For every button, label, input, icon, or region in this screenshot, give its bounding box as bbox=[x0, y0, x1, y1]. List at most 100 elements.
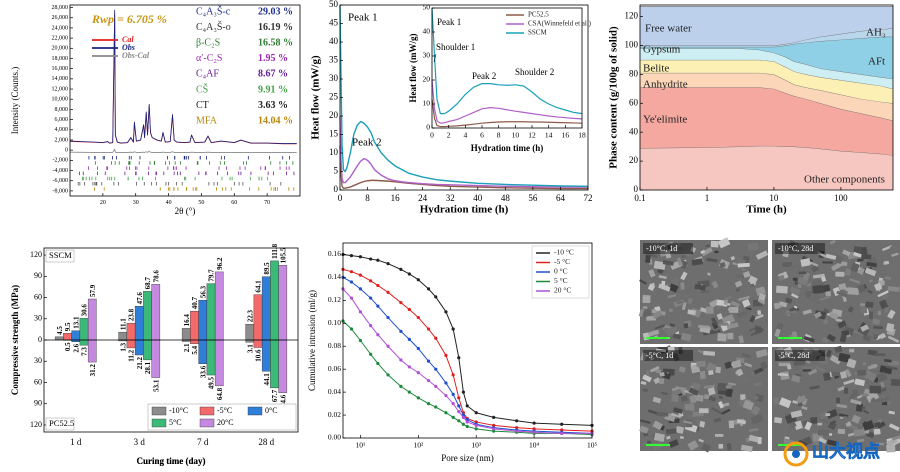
sem-grain bbox=[673, 407, 683, 414]
y-tick-label: 8,000 bbox=[55, 107, 69, 113]
sem-grain bbox=[743, 308, 752, 314]
point-marker bbox=[457, 410, 461, 414]
point-marker bbox=[461, 415, 465, 419]
sem-grain bbox=[855, 403, 864, 412]
series-line bbox=[342, 320, 593, 436]
y-tick-label: 35 bbox=[329, 55, 339, 65]
bar-value-label: 105.5 bbox=[279, 247, 287, 263]
point-marker bbox=[461, 422, 465, 426]
y-tick-label: 15 bbox=[329, 129, 339, 139]
sem-grain bbox=[755, 250, 769, 260]
annotation-leader bbox=[433, 53, 437, 63]
point-marker bbox=[416, 396, 420, 400]
bar bbox=[198, 339, 208, 364]
sem-grain bbox=[818, 349, 826, 355]
sem-grain bbox=[671, 412, 682, 419]
sem-grain bbox=[744, 331, 750, 338]
y-tick-label: 40 bbox=[629, 126, 639, 136]
sem-grain bbox=[737, 295, 750, 302]
area-segment bbox=[640, 48, 893, 89]
bar bbox=[134, 339, 144, 356]
sem-grain bbox=[711, 321, 719, 330]
x-tick-label: 8 bbox=[497, 130, 501, 139]
sem-grain bbox=[680, 282, 685, 290]
sem-grain bbox=[726, 443, 732, 451]
bar-value-label: 111.8 bbox=[271, 243, 279, 258]
area-label: AH₃ bbox=[866, 27, 886, 39]
sem-grain bbox=[813, 348, 820, 353]
point-marker bbox=[386, 344, 390, 348]
bar-value-label: 33.6 bbox=[199, 365, 207, 378]
point-marker bbox=[416, 315, 420, 320]
sem-grain bbox=[835, 318, 843, 322]
y-tick-label: 20,000 bbox=[52, 46, 69, 52]
y-tick-label: 0.12 bbox=[328, 295, 341, 304]
bar-value-label: 5.4 bbox=[191, 345, 199, 354]
sem-grain bbox=[789, 286, 801, 295]
y-tick-label: 0.06 bbox=[328, 364, 341, 373]
sem-grain bbox=[701, 442, 712, 453]
sem-grain bbox=[707, 387, 716, 396]
sem-grain bbox=[645, 255, 651, 263]
legend-swatch bbox=[151, 406, 167, 416]
y-tick-label: 50 bbox=[329, 0, 339, 9]
sem-grain bbox=[857, 369, 867, 376]
sem-grain bbox=[862, 362, 867, 366]
legend-label: -10 °C bbox=[554, 248, 574, 257]
legend-label: SSCM bbox=[528, 29, 547, 37]
x-tick-label: 10 bbox=[769, 193, 779, 203]
sem-grain bbox=[715, 366, 722, 374]
legend-label: Obs-Cal bbox=[122, 51, 150, 60]
y-tick-label: 60 bbox=[629, 97, 639, 107]
point-marker bbox=[457, 396, 461, 400]
bar bbox=[253, 339, 263, 348]
sem-grain bbox=[654, 324, 666, 330]
x-axis-label: Curing time (day) bbox=[137, 456, 206, 466]
y-tick-label: 14,000 bbox=[52, 76, 69, 82]
point-marker bbox=[444, 310, 448, 314]
point-marker bbox=[358, 310, 363, 314]
y-tick-label: 120 bbox=[625, 11, 639, 21]
point-marker bbox=[465, 424, 469, 429]
y-tick-label: 45 bbox=[329, 18, 339, 28]
x-tick-label: 56 bbox=[528, 193, 538, 203]
sem-grain bbox=[857, 283, 867, 294]
sem-grain bbox=[719, 262, 726, 268]
sem-grain bbox=[774, 417, 783, 424]
point-marker bbox=[451, 392, 455, 397]
sem-grain bbox=[727, 308, 737, 312]
point-marker bbox=[399, 329, 403, 333]
sem-grain bbox=[700, 249, 706, 254]
y-tick-label: 0.14 bbox=[328, 272, 341, 281]
bar bbox=[270, 260, 279, 341]
sem-grain bbox=[683, 322, 689, 329]
y-tick-label: 40 bbox=[423, 27, 431, 36]
sem-grain bbox=[888, 410, 895, 415]
plot-frame bbox=[639, 4, 894, 191]
sem-grain bbox=[793, 302, 800, 308]
sem-grain bbox=[847, 287, 860, 296]
peak-annotation: Peak 1 bbox=[348, 12, 378, 24]
sem-grain bbox=[730, 240, 735, 246]
point-marker bbox=[407, 390, 411, 394]
point-marker bbox=[349, 327, 354, 331]
sem-grain bbox=[837, 385, 846, 392]
sem-grain bbox=[705, 306, 714, 314]
bar-value-label: 78.6 bbox=[152, 270, 160, 283]
sem-grain bbox=[750, 405, 761, 416]
bar-value-label: 74.6 bbox=[279, 394, 287, 407]
phase-value: 14.04 % bbox=[258, 115, 293, 126]
phase-value: 3.63 % bbox=[258, 100, 288, 111]
sem-grain bbox=[876, 371, 888, 383]
point-marker bbox=[465, 404, 469, 408]
x-tick-label: 18 bbox=[578, 130, 586, 139]
sem-grain bbox=[793, 359, 806, 367]
bar-value-label: 49.5 bbox=[208, 377, 216, 390]
y-tick-label: 30 bbox=[423, 51, 431, 60]
sem-grain bbox=[877, 310, 881, 316]
bar-value-label: 16.4 bbox=[183, 314, 191, 327]
point-marker bbox=[407, 272, 411, 276]
point-marker bbox=[434, 336, 438, 340]
sem-grain bbox=[736, 310, 748, 319]
legend-label: 5 °C bbox=[554, 276, 568, 285]
